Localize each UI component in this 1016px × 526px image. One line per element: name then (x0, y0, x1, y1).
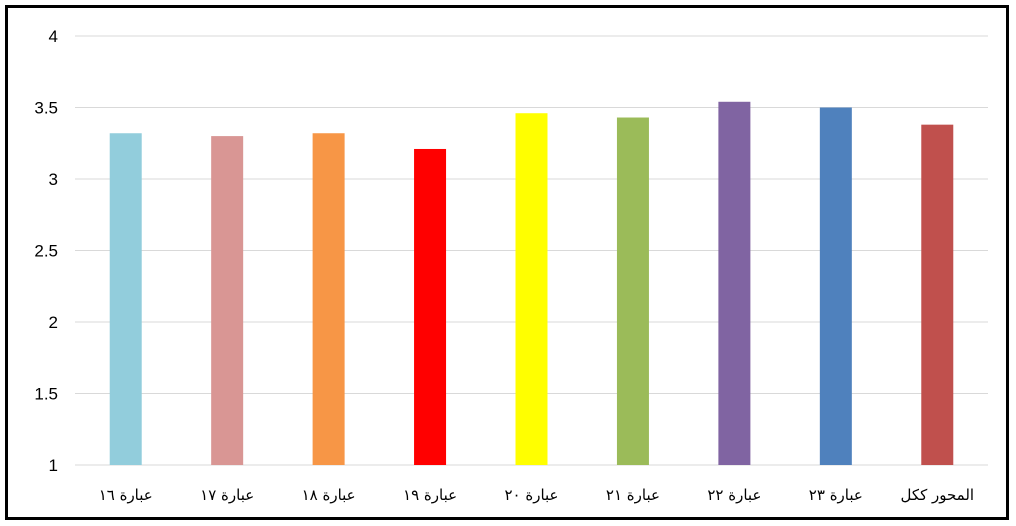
bar (312, 133, 345, 465)
y-tick-label: 4 (49, 27, 58, 46)
bar (109, 133, 142, 465)
y-tick-label: 2 (49, 313, 58, 332)
bar (414, 148, 447, 465)
bar (211, 136, 244, 465)
x-category-label: عبارة ١٩ (403, 486, 457, 504)
bar (819, 107, 852, 465)
chart-frame: 1 1.5 2 2.5 3 3.5 4 عبارة ١٦ عبارة ١٧ عبارة ١٨ عب… (5, 5, 1009, 520)
bar (921, 124, 954, 465)
y-tick-label: 2.5 (34, 242, 58, 261)
x-category-label: عبارة ١٧ (200, 486, 254, 504)
y-tick-label: 1 (49, 456, 58, 475)
bar-chart: 11.522.533.54 عبارة ١٦ عبارة ١٧ عبارة ١٨ عب… (34, 27, 988, 504)
y-tick-label: 1.5 (34, 385, 58, 404)
x-category-label: عبارة ٢٠ (504, 486, 558, 504)
x-category-label: عبارة ١٨ (302, 486, 356, 504)
bar (718, 101, 751, 465)
x-category-label: المحور ككل (900, 486, 974, 504)
bars (109, 101, 954, 465)
x-category-label: عبارة ٢٣ (809, 486, 863, 504)
bar (515, 113, 548, 465)
y-tick-label: 3 (49, 170, 58, 189)
x-category-label: عبارة ٢٢ (707, 486, 761, 504)
y-tick-label: 3.5 (34, 99, 58, 118)
x-category-label: عبارة ١٦ (99, 486, 153, 504)
x-category-label: عبارة ٢١ (606, 486, 660, 504)
y-axis-ticks: 1 1.5 2 2.5 3 3.5 4 (34, 27, 58, 475)
bar (616, 117, 649, 465)
x-axis-labels: عبارة ١٦ عبارة ١٧ عبارة ١٨ عبارة ١٩ عبارة ٢٠… (99, 486, 974, 504)
